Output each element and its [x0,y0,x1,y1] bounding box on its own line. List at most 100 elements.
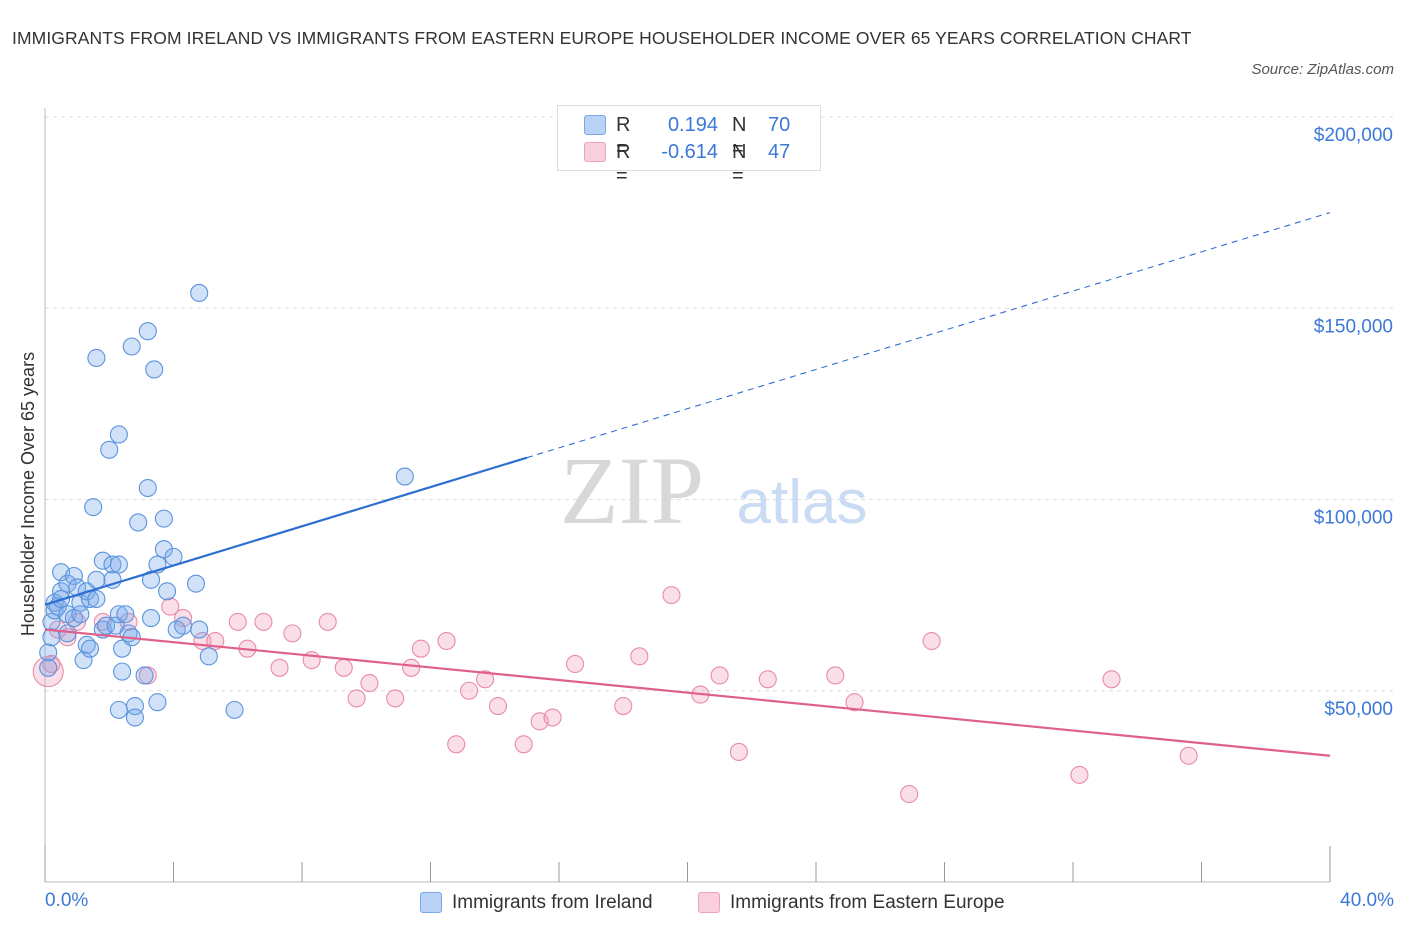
legend-label-ireland: Immigrants from Ireland [452,892,653,913]
data-point [186,574,206,593]
data-point [154,540,173,559]
data-point [614,696,633,716]
data-point [283,624,302,643]
data-point [87,570,106,589]
watermark-zip: ZIP [560,437,704,544]
data-point [148,693,167,712]
grid-layer [45,116,1395,692]
data-point [109,425,128,444]
series-eastern-europe-points [32,586,1198,804]
r-label: R = [616,141,631,187]
data-point [109,605,128,624]
y-axis-label: Householder Income Over 65 years [18,352,38,636]
data-point [39,643,58,662]
data-point [1102,670,1121,689]
r-value: 0.194 [667,114,718,136]
data-point [270,658,289,677]
data-point [129,513,148,532]
data-point [154,509,173,528]
data-point [74,651,93,670]
x-axis-min-label: 0.0% [45,890,89,911]
axis-layer [44,108,1331,883]
data-point [103,555,122,574]
n-label: N = [732,141,747,187]
data-point [347,689,366,708]
n-label: N = [732,114,747,160]
y-tick-label: $150,000 [1314,316,1393,337]
series-ireland-points [39,283,414,727]
data-point [254,612,273,631]
data-point [103,570,122,589]
data-point [122,337,141,356]
data-point [190,283,209,303]
watermark-atlas: atlas [737,468,868,537]
trend-lines [44,212,1331,757]
r-value: -0.614 [661,141,718,163]
data-point [710,666,729,685]
data-point [174,616,193,635]
data-point [411,639,430,658]
data-point [71,605,90,624]
source-credit: Source: ZipAtlas.com [1251,61,1394,78]
y-tick-labels: $50,000 $100,000 $150,000 $200,000 [1314,125,1393,720]
legend-swatch-ireland [584,115,606,135]
data-point [58,574,77,593]
data-point [113,662,132,681]
y-tick-label: $50,000 [1324,699,1393,720]
data-point [225,700,244,719]
n-value: 70 [768,114,791,136]
data-point [758,670,777,689]
data-point [386,689,405,708]
data-point [900,784,919,804]
data-point [845,693,864,712]
data-point [199,647,218,666]
data-point [190,620,209,639]
data-point [158,582,177,601]
legend-swatch-eastern-europe [698,892,720,913]
n-value: 47 [768,141,791,163]
data-point [145,360,164,379]
y-tick-label: $200,000 [1314,125,1393,146]
data-point [476,670,495,689]
data-point [161,597,180,616]
data-point [395,467,414,486]
legend-swatch-ireland [420,892,442,913]
data-point [87,348,106,368]
data-point [109,555,128,574]
data-point [138,478,157,498]
data-point [87,589,106,609]
y-tick-label: $100,000 [1314,508,1393,529]
data-point [447,735,466,754]
legend-swatch-eastern-europe [584,142,606,162]
x-axis-max-label: 40.0% [1340,890,1394,911]
chart-title: IMMIGRANTS FROM IRELAND VS IMMIGRANTS FR… [12,28,1192,48]
data-point [39,658,58,677]
data-point [729,742,748,762]
data-point [334,658,353,677]
data-point [100,440,119,459]
data-point [1070,765,1089,784]
data-point [174,609,193,628]
data-point [360,674,379,693]
data-point [318,612,337,631]
data-point [402,658,421,677]
data-point [135,666,154,685]
legend-label-eastern-europe: Immigrants from Eastern Europe [730,892,1005,913]
data-point [96,616,116,635]
data-point [543,708,562,727]
data-point [1179,746,1198,765]
data-point [64,566,83,586]
r-label: R = [616,114,631,160]
data-point [662,586,681,605]
data-point [514,735,533,754]
trend-line-ireland [44,456,528,606]
correlation-legend: R = 0.194 N = 70 R = -0.614 N = 47 [557,105,821,187]
data-point [84,498,103,517]
data-point [228,612,247,631]
watermark: ZIP atlas [560,437,867,544]
trend-line-ireland-extrapolated [526,212,1331,459]
data-point [566,654,585,674]
series-legend: Immigrants from Ireland Immigrants from … [0,890,1406,916]
data-point [437,631,456,651]
